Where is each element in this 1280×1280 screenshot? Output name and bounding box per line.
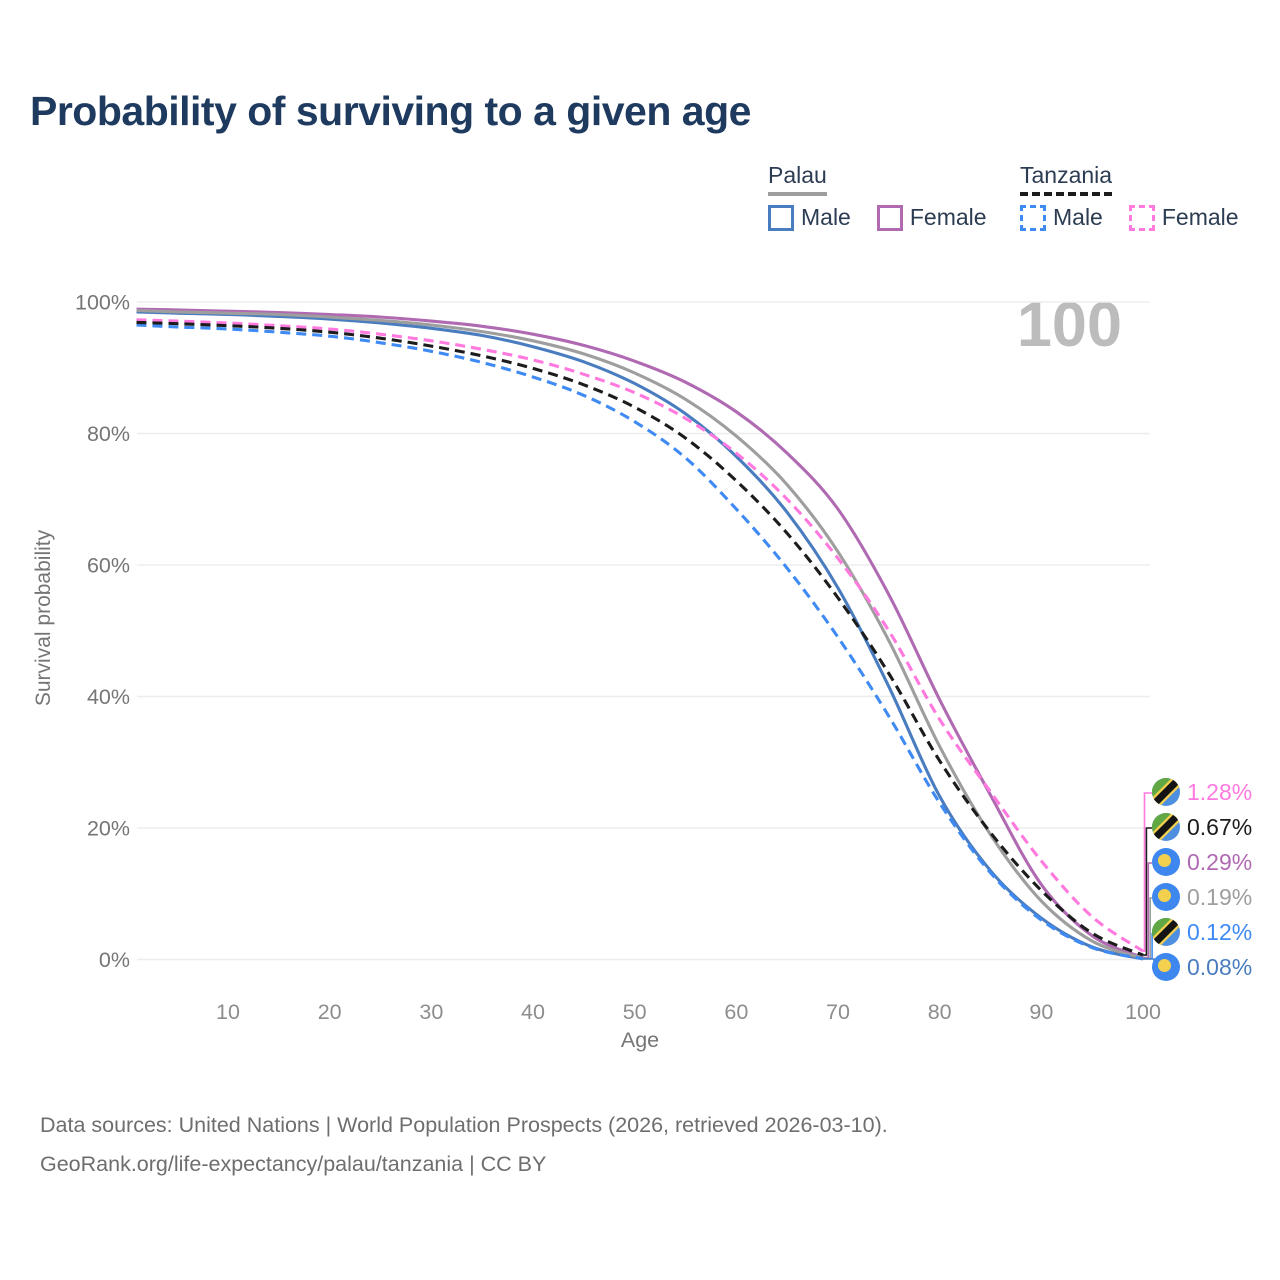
legend-label-tanzania-female: Female xyxy=(1161,204,1239,231)
x-tick-80: 80 xyxy=(928,1000,952,1024)
end-label-1.28%: 1.28% xyxy=(1152,778,1252,806)
tanzania-flag-icon xyxy=(1152,778,1180,806)
x-tick-50: 50 xyxy=(623,1000,647,1024)
footer: Data sources: United Nations | World Pop… xyxy=(40,1106,888,1184)
legend-group-title-tanzania[interactable]: Tanzania xyxy=(1020,162,1113,197)
end-label-value: 0.67% xyxy=(1187,813,1253,840)
end-label-0.12%: 0.12% xyxy=(1152,918,1252,946)
legend-group-title-palau[interactable]: Palau xyxy=(768,162,827,197)
y-tick-80%: 80% xyxy=(87,422,130,446)
tanzania-flag-icon xyxy=(1152,918,1180,946)
legend-item-palau-male[interactable]: Male xyxy=(768,204,851,231)
end-label-value: 1.28% xyxy=(1187,778,1253,805)
y-axis-title: Survival probability xyxy=(32,529,55,707)
end-label-value: 0.12% xyxy=(1187,918,1253,945)
end-label-0.29%: 0.29% xyxy=(1152,848,1252,876)
end-label-0.67%: 0.67% xyxy=(1152,813,1252,841)
x-axis-title: Age xyxy=(620,1028,660,1052)
palau-flag-icon xyxy=(1152,883,1180,911)
tanzania-flag-icon xyxy=(1152,813,1180,841)
end-label-value: 0.29% xyxy=(1187,848,1253,875)
legend-item-palau-female[interactable]: Female xyxy=(876,204,987,231)
line-palau xyxy=(136,308,1144,960)
palau-flag-icon xyxy=(1152,953,1180,981)
line-tanzania-female xyxy=(136,318,1144,953)
line-tanzania xyxy=(136,320,1144,957)
page-title: Probability of surviving to a given age xyxy=(30,88,751,134)
legend-item-tanzania-male[interactable]: Male xyxy=(1020,204,1103,231)
end-label-0.19%: 0.19% xyxy=(1152,883,1252,911)
palau-flag-icon xyxy=(1152,848,1180,876)
x-tick-90: 90 xyxy=(1029,1000,1053,1024)
x-tick-60: 60 xyxy=(724,1000,748,1024)
palau-male-line-swatch xyxy=(768,204,794,231)
age-counter-watermark: 100 xyxy=(1016,290,1122,360)
tanzania-female-line-swatch xyxy=(1128,204,1155,231)
legend-group-palau: Palau Male Female xyxy=(768,162,987,231)
y-tick-40%: 40% xyxy=(87,685,130,709)
y-tick-100%: 100% xyxy=(75,291,130,315)
end-label-0.08%: 0.08% xyxy=(1152,953,1252,981)
x-tick-70: 70 xyxy=(826,1000,850,1024)
x-tick-30: 30 xyxy=(419,1000,443,1024)
y-tick-20%: 20% xyxy=(87,817,130,841)
line-tanzania-male xyxy=(136,323,1144,961)
legend-label-palau-female: Female xyxy=(909,204,987,231)
end-label-value: 0.08% xyxy=(1187,953,1253,980)
end-label-value: 0.19% xyxy=(1187,883,1253,910)
x-tick-40: 40 xyxy=(521,1000,545,1024)
legend-label-palau-male: Male xyxy=(801,204,851,231)
legend-group-tanzania: Tanzania Male Female xyxy=(1020,162,1239,231)
y-tick-0%: 0% xyxy=(99,948,130,972)
footer-datasource: Data sources: United Nations | World Pop… xyxy=(40,1113,888,1137)
x-tick-100: 100 xyxy=(1125,1000,1161,1024)
x-tick-10: 10 xyxy=(216,1000,240,1024)
y-tick-60%: 60% xyxy=(87,554,130,578)
end-label-connector-0.67% xyxy=(1143,827,1152,956)
x-tick-20: 20 xyxy=(318,1000,342,1024)
tanzania-male-line-swatch xyxy=(1020,204,1046,231)
palau-female-line-swatch xyxy=(876,204,903,231)
line-palau-female xyxy=(136,307,1144,960)
legend-item-tanzania-female[interactable]: Female xyxy=(1128,204,1239,231)
legend-label-tanzania-male: Male xyxy=(1053,204,1103,231)
end-label-connector-1.28% xyxy=(1143,792,1152,952)
footer-attribution: GeoRank.org/life-expectancy/palau/tanzan… xyxy=(40,1152,547,1177)
